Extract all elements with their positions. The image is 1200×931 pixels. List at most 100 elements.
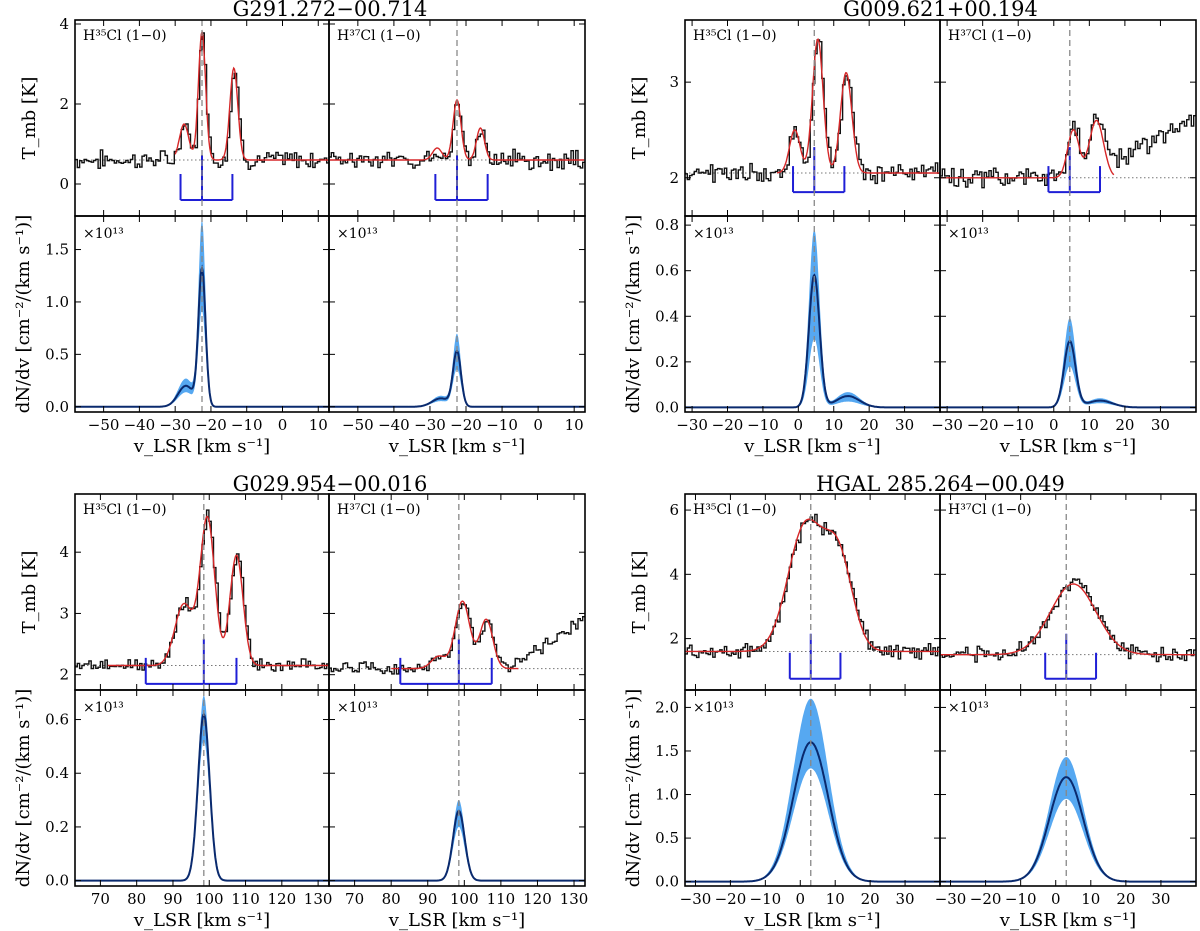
scale-label: ×10¹³ bbox=[337, 226, 378, 242]
x-axis-label: v_LSR [km s⁻¹] bbox=[999, 436, 1136, 457]
x-tick-label: −10 bbox=[1002, 416, 1034, 434]
chart-group-2: G029.954−00.016 H³⁵Cl (1−0) ×10¹³ 70 80 90 100… bbox=[13, 472, 588, 931]
scale-label: ×10¹³ bbox=[693, 700, 734, 716]
x-tick-label: 70 bbox=[345, 890, 364, 908]
x-tick-label: −10 bbox=[750, 890, 782, 908]
x-axis-label: v_LSR [km s⁻¹] bbox=[999, 910, 1136, 931]
y-tick-label: 2 bbox=[59, 666, 69, 684]
spectrum-panel-frame bbox=[328, 493, 586, 691]
chart-title: G009.621+00.194 bbox=[843, 0, 1038, 21]
chart-title: G291.272−00.714 bbox=[233, 0, 428, 21]
column-density-profile bbox=[329, 809, 585, 882]
x-tick-label: 120 bbox=[268, 890, 297, 908]
y-tick-label: 0 bbox=[59, 175, 69, 193]
column-density-profile bbox=[685, 741, 940, 883]
column-density-profile bbox=[940, 776, 1196, 883]
x-tick-label: 30 bbox=[1151, 890, 1170, 908]
y-axis-label-spectrum: T_mb [K] bbox=[19, 551, 40, 634]
y-axis-label-column: dN/dv [cm⁻²/(km s⁻¹)] bbox=[623, 689, 644, 887]
y-tick-label: 4 bbox=[59, 15, 69, 33]
column-panel-frame bbox=[939, 215, 1197, 413]
chart-title: G029.954−00.016 bbox=[233, 472, 428, 496]
column-density-profile bbox=[75, 712, 329, 882]
x-tick-label: −20 bbox=[450, 416, 482, 434]
y-tick-label: 1.5 bbox=[655, 742, 679, 760]
y-tick-label: 2 bbox=[669, 630, 679, 648]
x-tick-label: 130 bbox=[560, 890, 589, 908]
x-tick-label: −50 bbox=[88, 416, 120, 434]
y-tick-label: 0.5 bbox=[45, 345, 69, 363]
column-panel-frame bbox=[939, 689, 1197, 887]
x-axis-label: v_LSR [km s⁻¹] bbox=[133, 436, 270, 457]
y-tick-label: 0.0 bbox=[655, 873, 679, 891]
scale-label: ×10¹³ bbox=[337, 700, 378, 716]
x-tick-label: −20 bbox=[715, 890, 747, 908]
spectrum-panel-frame bbox=[74, 493, 330, 691]
x-tick-label: 80 bbox=[127, 890, 146, 908]
y-tick-label: 2 bbox=[669, 169, 679, 187]
y-tick-label: 3 bbox=[59, 604, 69, 622]
x-tick-label: 90 bbox=[418, 890, 437, 908]
x-tick-label: −20 bbox=[970, 890, 1002, 908]
uncertainty-band bbox=[940, 757, 1196, 882]
x-tick-label: −30 bbox=[931, 416, 963, 434]
scale-label: ×10¹³ bbox=[83, 226, 124, 242]
x-tick-label: −40 bbox=[378, 416, 410, 434]
scale-label: ×10¹³ bbox=[693, 226, 734, 242]
x-tick-label: 90 bbox=[163, 890, 182, 908]
observed-spectrum bbox=[685, 513, 940, 660]
x-tick-label: 0 bbox=[1051, 890, 1061, 908]
y-tick-label: 0.2 bbox=[45, 818, 69, 836]
y-tick-label: 0.0 bbox=[45, 398, 69, 416]
x-tick-label: −50 bbox=[342, 416, 374, 434]
x-tick-label: 30 bbox=[896, 890, 915, 908]
y-tick-label: 1.0 bbox=[655, 786, 679, 804]
spectrum-panel-frame bbox=[939, 19, 1197, 217]
x-tick-label: 10 bbox=[824, 416, 843, 434]
model-fit-curve bbox=[391, 600, 519, 670]
x-tick-label: −10 bbox=[486, 416, 518, 434]
x-tick-label: 0 bbox=[794, 416, 804, 434]
x-tick-label: −30 bbox=[414, 416, 446, 434]
y-tick-label: 6 bbox=[669, 501, 679, 519]
y-axis-label-column: dN/dv [cm⁻²/(km s⁻¹)] bbox=[623, 215, 644, 413]
model-fit-curve bbox=[685, 518, 940, 653]
scale-label: ×10¹³ bbox=[948, 700, 989, 716]
x-tick-label: 20 bbox=[1116, 890, 1135, 908]
x-tick-label: 10 bbox=[309, 416, 328, 434]
x-axis-label: v_LSR [km s⁻¹] bbox=[743, 436, 880, 457]
spectrum-panel-frame bbox=[939, 493, 1197, 691]
scale-label: ×10¹³ bbox=[83, 700, 124, 716]
y-tick-label: 0.6 bbox=[45, 711, 69, 729]
x-tick-label: −20 bbox=[712, 416, 744, 434]
x-tick-label: 10 bbox=[826, 890, 845, 908]
x-tick-label: −30 bbox=[680, 890, 712, 908]
chart-title: HGAL 285.264−00.049 bbox=[816, 472, 1065, 496]
uncertainty-band bbox=[685, 698, 940, 882]
y-tick-label: 0.5 bbox=[655, 829, 679, 847]
x-tick-label: 100 bbox=[195, 890, 224, 908]
y-tick-label: 2.0 bbox=[655, 698, 679, 716]
line-label: H³⁷Cl (1−0) bbox=[948, 502, 1032, 518]
x-tick-label: 30 bbox=[1151, 416, 1170, 434]
x-tick-label: −20 bbox=[195, 416, 227, 434]
observed-spectrum bbox=[940, 113, 1196, 189]
chart-group-1: G009.621+00.194 H³⁵Cl (1−0) ×10¹³ −30 −20 −10… bbox=[623, 0, 1197, 457]
line-label: H³⁵Cl (1−0) bbox=[693, 28, 777, 44]
spectrum-panel-frame bbox=[684, 493, 941, 691]
y-tick-label: 0.0 bbox=[655, 398, 679, 416]
x-axis-label: v_LSR [km s⁻¹] bbox=[388, 436, 525, 457]
column-panel-frame bbox=[328, 689, 586, 887]
y-tick-label: 0.6 bbox=[655, 262, 679, 280]
y-axis-label-column: dN/dv [cm⁻²/(km s⁻¹)] bbox=[13, 689, 34, 887]
model-fit-curve bbox=[107, 515, 329, 667]
x-axis-label: v_LSR [km s⁻¹] bbox=[133, 910, 270, 931]
x-tick-label: 30 bbox=[895, 416, 914, 434]
line-label: H³⁷Cl (1−0) bbox=[948, 28, 1032, 44]
y-tick-label: 1.5 bbox=[45, 241, 69, 259]
uncertainty-band bbox=[685, 229, 940, 408]
y-tick-label: 0.4 bbox=[45, 764, 69, 782]
y-tick-label: 2 bbox=[59, 95, 69, 113]
